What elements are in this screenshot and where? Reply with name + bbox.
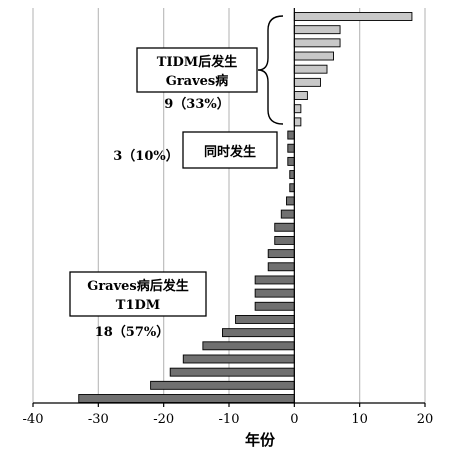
annotation-3-line-1: Graves病后发生 <box>87 278 189 294</box>
annotation-1-line-2: Graves病 <box>166 73 229 89</box>
bar <box>293 104 302 114</box>
x-tick-label: 0 <box>290 412 298 427</box>
bar <box>267 262 295 272</box>
x-axis: -40 -30 -20 -10 0 10 20 <box>23 8 434 427</box>
curly-brace-icon <box>257 15 284 125</box>
x-axis-title: 年份 <box>245 431 276 449</box>
bar <box>293 12 413 21</box>
bar <box>202 341 295 351</box>
annotation-3-line-2: T1DM <box>116 298 160 313</box>
bar <box>293 91 308 100</box>
bar <box>274 235 295 245</box>
x-tick-label: 20 <box>417 412 434 427</box>
annotation-1-line-1: TIDM后发生 <box>157 54 237 70</box>
annotation-box-1 <box>136 47 258 93</box>
x-tick-label: -10 <box>219 412 240 427</box>
bar <box>287 156 295 166</box>
bar <box>293 38 341 48</box>
annotation-group-1: TIDM后发生 Graves病 9（33%） <box>136 15 284 125</box>
bars <box>78 12 413 403</box>
annotation-2-count: 3（10%） <box>113 148 179 164</box>
bar <box>235 315 295 324</box>
bar <box>293 77 321 87</box>
x-tick-label: 10 <box>351 412 368 427</box>
bar <box>254 275 295 285</box>
bar <box>274 222 295 232</box>
bar <box>293 64 328 74</box>
bar <box>254 301 295 311</box>
bar <box>78 394 295 403</box>
bar <box>289 183 295 193</box>
bar <box>280 209 295 219</box>
bar <box>169 367 295 377</box>
bar <box>293 51 334 61</box>
bar <box>287 143 295 153</box>
bar <box>254 288 295 298</box>
bar <box>286 196 295 206</box>
bar <box>287 130 295 140</box>
bar <box>289 170 295 180</box>
bar <box>222 328 295 338</box>
annotation-1-count: 9（33%） <box>164 96 230 112</box>
annotation-2-line-1: 同时发生 <box>204 144 256 160</box>
bar <box>150 380 295 390</box>
annotation-box-2 <box>182 131 278 169</box>
annotation-group-2: 3（10%） 同时发生 <box>113 131 278 169</box>
bar <box>267 249 295 259</box>
x-tick-label: -20 <box>153 412 174 427</box>
x-tick-label: -30 <box>88 412 109 427</box>
x-tick-label: -40 <box>23 412 44 427</box>
bar <box>182 354 295 364</box>
annotation-box-3 <box>69 271 207 317</box>
annotation-group-3: Graves病后发生 T1DM 18（57%） <box>69 271 207 340</box>
bar <box>293 25 341 35</box>
bar <box>293 117 302 127</box>
annotation-3-count: 18（57%） <box>95 324 170 340</box>
